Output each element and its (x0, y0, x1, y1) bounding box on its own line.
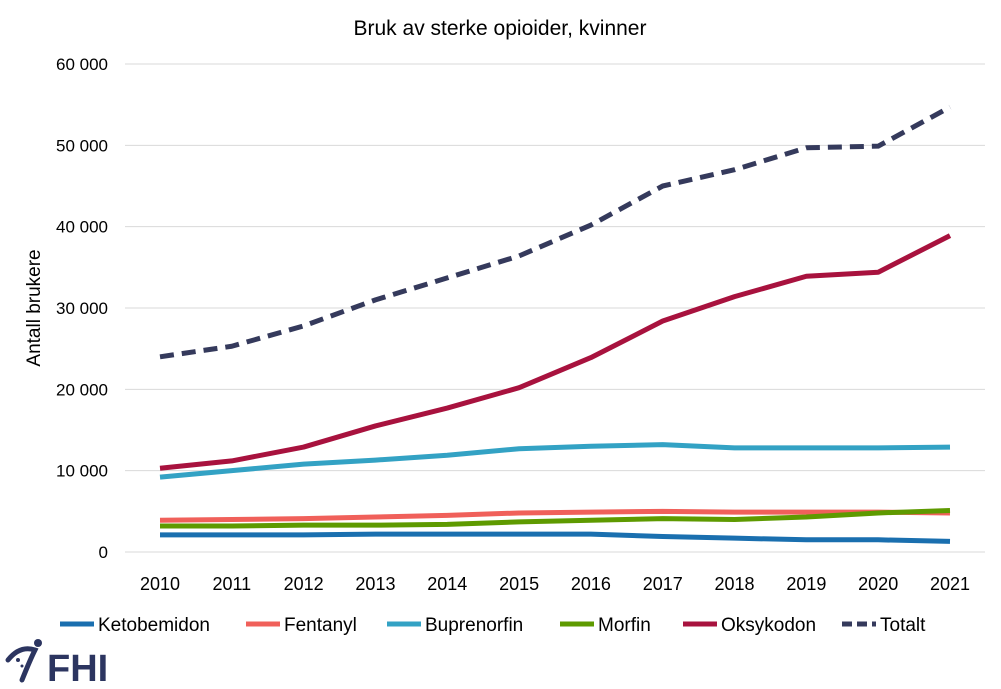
legend-label: Totalt (880, 615, 926, 636)
y-tick-label: 60 000 (56, 55, 108, 74)
x-tick-label: 2014 (427, 574, 467, 594)
x-tick-label: 2016 (571, 574, 611, 594)
y-axis-label: Antall brukere (24, 249, 45, 366)
x-tick-label: 2010 (140, 574, 180, 594)
series-line-totalt (159, 104, 952, 360)
fhi-logo: FHI (5, 639, 108, 689)
x-tick-label: 2019 (786, 574, 826, 594)
y-tick-label: 50 000 (56, 136, 108, 155)
x-tick-label: 2012 (284, 574, 324, 594)
x-tick-label: 2021 (930, 574, 970, 594)
legend-label: Buprenorfin (425, 615, 523, 636)
chart-title: Bruk av sterke opioider, kvinner (354, 17, 647, 40)
y-tick-label: 0 (99, 543, 108, 562)
legend-label: Ketobemidon (98, 615, 210, 636)
legend-label: Fentanyl (284, 615, 357, 636)
series-line-morfin (160, 508, 951, 529)
y-tick-label: 30 000 (56, 299, 108, 318)
x-tick-label: 2020 (858, 574, 898, 594)
x-tick-label: 2017 (643, 574, 683, 594)
y-tick-label: 40 000 (56, 218, 108, 237)
series-line-ketobemidon (160, 531, 951, 544)
y-tick-label: 20 000 (56, 380, 108, 399)
x-tick-label: 2015 (499, 574, 539, 594)
y-tick-label: 10 000 (56, 462, 108, 481)
x-tick-label: 2018 (715, 574, 755, 594)
series-line-fentanyl (159, 508, 951, 523)
x-tick-label: 2013 (355, 574, 395, 594)
logo-text: FHI (47, 648, 108, 689)
series-line-oksykodon (159, 233, 952, 471)
series-line-buprenorfin (159, 442, 951, 480)
x-tick-label: 2011 (212, 574, 251, 594)
legend-label: Oksykodon (721, 615, 816, 636)
legend-label: Morfin (598, 615, 651, 636)
